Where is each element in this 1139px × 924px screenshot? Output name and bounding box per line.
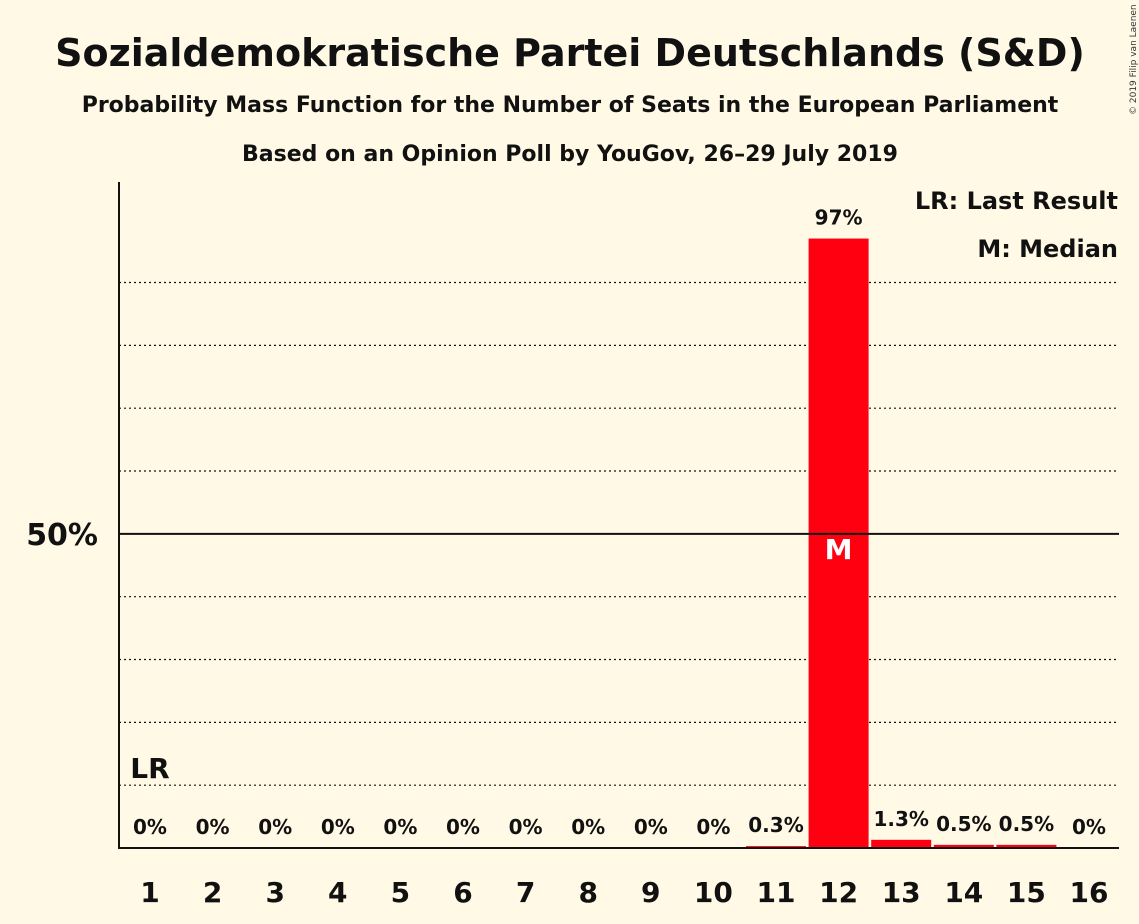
bar bbox=[808, 238, 869, 848]
value-label: 97% bbox=[815, 206, 863, 230]
value-label: 0% bbox=[133, 815, 167, 839]
bar bbox=[933, 844, 994, 848]
y-tick-label: 50% bbox=[26, 518, 98, 553]
value-label: 0.5% bbox=[999, 812, 1054, 836]
x-tick-label: 2 bbox=[203, 876, 222, 909]
x-tick-label: 8 bbox=[578, 876, 597, 909]
value-label: 0% bbox=[509, 815, 543, 839]
x-tick-label: 3 bbox=[265, 876, 284, 909]
value-label: 0% bbox=[571, 815, 605, 839]
x-tick-label: 12 bbox=[819, 876, 858, 909]
x-tick-labels: 1 2 3 4 5 6 7 8 9 10 11 12 13 14 15 16 bbox=[140, 876, 1108, 909]
value-label: 0% bbox=[1072, 815, 1106, 839]
value-label: 0% bbox=[446, 815, 480, 839]
value-label: 0% bbox=[258, 815, 292, 839]
y-tick-labels: 50% bbox=[26, 518, 1119, 553]
x-tick-label: 16 bbox=[1070, 876, 1109, 909]
legend-last-result: LR: Last Result bbox=[915, 187, 1118, 215]
x-tick-label: 9 bbox=[641, 876, 660, 909]
value-labels: 0% 0% 0% 0% 0% 0% 0% 0% 0% 0% 0.3% 97% 1.3% 0.5% 0.5% 0… bbox=[133, 206, 1106, 839]
value-label: 0% bbox=[383, 815, 417, 839]
value-label: 0% bbox=[196, 815, 230, 839]
chart-title: Sozialdemokratische Partei Deutschlands … bbox=[55, 31, 1085, 75]
x-tick-label: 6 bbox=[453, 876, 472, 909]
x-tick-label: 7 bbox=[516, 876, 535, 909]
value-label: 0% bbox=[634, 815, 668, 839]
x-tick-label: 1 bbox=[140, 876, 159, 909]
chart-subtitle: Probability Mass Function for the Number… bbox=[82, 93, 1059, 118]
value-label: 0.5% bbox=[936, 812, 991, 836]
copyright-notice: © 2019 Filip van Laenen bbox=[1129, 4, 1139, 115]
value-label: 1.3% bbox=[873, 807, 928, 831]
value-label: 0% bbox=[696, 815, 730, 839]
x-tick-label: 14 bbox=[944, 876, 983, 909]
x-tick-label: 13 bbox=[882, 876, 921, 909]
legend-median: M: Median bbox=[977, 235, 1118, 263]
x-tick-label: 5 bbox=[391, 876, 410, 909]
last-result-marker: LR bbox=[130, 752, 169, 785]
x-tick-label: 11 bbox=[757, 876, 796, 909]
markers: LR M bbox=[130, 533, 852, 785]
x-tick-label: 15 bbox=[1007, 876, 1046, 909]
value-label: 0.3% bbox=[748, 813, 803, 837]
x-tick-label: 10 bbox=[694, 876, 733, 909]
chart-source: Based on an Opinion Poll by YouGov, 26–2… bbox=[242, 142, 898, 167]
x-tick-label: 4 bbox=[328, 876, 347, 909]
bar bbox=[871, 839, 932, 848]
bar bbox=[996, 844, 1057, 848]
bars bbox=[746, 238, 1057, 848]
median-marker: M bbox=[825, 533, 853, 566]
value-label: 0% bbox=[321, 815, 355, 839]
gridlines bbox=[119, 281, 1119, 786]
